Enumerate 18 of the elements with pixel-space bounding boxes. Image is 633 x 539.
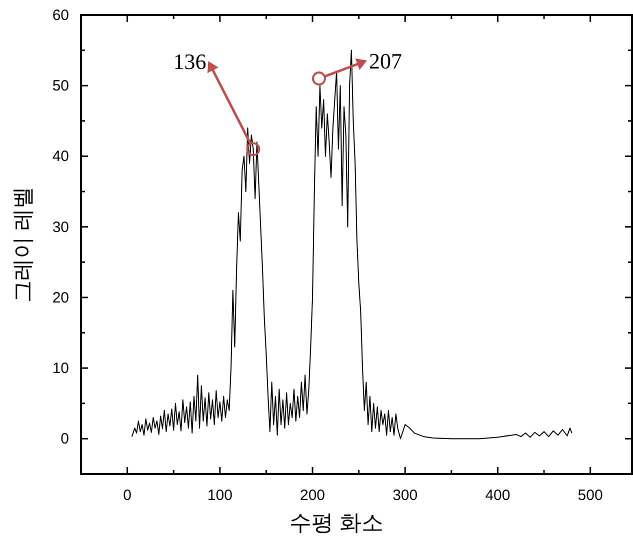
y-tick-label: 60	[52, 7, 69, 24]
y-tick-label: 40	[52, 148, 69, 166]
y-tick-label: 20	[52, 289, 69, 306]
y-axis-title: 그레이 레벨	[10, 186, 35, 303]
y-tick-label: 0	[60, 430, 69, 448]
x-tick-label: 500	[578, 487, 603, 504]
annotation: 136	[173, 49, 206, 74]
x-tick-label: 0	[123, 487, 132, 504]
x-tick-label: 100	[207, 487, 232, 504]
y-tick-label: 50	[52, 78, 69, 95]
annotation: 207	[368, 48, 402, 74]
x-axis-title: 수평 화소	[289, 510, 384, 535]
x-tick-label: 400	[485, 487, 510, 504]
x-tick-label: 200	[300, 487, 326, 504]
y-tick-label: 30	[52, 218, 69, 236]
line-series	[131, 50, 572, 440]
y-tick-label: 10	[52, 360, 69, 378]
x-tick-label: 300	[392, 487, 418, 504]
